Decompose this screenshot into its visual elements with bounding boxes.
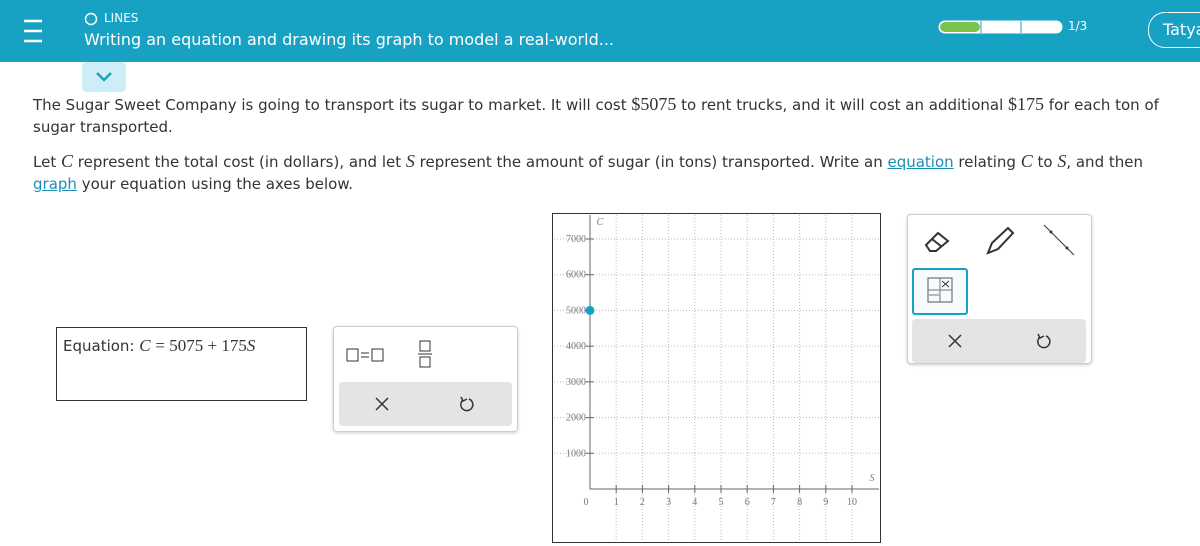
y-tick-label: 2000: [566, 413, 586, 424]
origin-label: 0: [584, 497, 589, 508]
expression: = 5075 + 175: [155, 336, 247, 355]
x-tick-label: 9: [823, 497, 828, 508]
y-tick-label: 7000: [566, 234, 586, 245]
x-tick-label: 4: [692, 497, 697, 508]
fraction-button[interactable]: [418, 339, 432, 369]
user-button[interactable]: Tatya: [1148, 12, 1200, 48]
text: your equation using the axes below.: [76, 175, 353, 193]
amount: $5075: [631, 94, 677, 114]
variable: S: [1057, 151, 1067, 171]
action-row: [339, 382, 512, 426]
x-axis-label: S: [870, 473, 875, 484]
clear-button[interactable]: [948, 334, 962, 348]
y-tick-label: 1000: [566, 448, 586, 459]
x-tick-label: 8: [797, 497, 802, 508]
variable: C: [139, 336, 151, 355]
text: for each ton of sugar transported.: [33, 96, 1159, 136]
text: represent the amount of sugar (in tons) …: [414, 153, 888, 171]
problem-text: The Sugar Sweet Company is going to tran…: [33, 93, 1183, 138]
variable: C: [1020, 151, 1033, 171]
amount: $175: [1008, 94, 1045, 114]
variable: S: [246, 336, 256, 355]
graph[interactable]: 1 2 3 4 5 6 7 8 9 10 1000 2000 3000 4000 5000 6000 7000 0…: [552, 213, 882, 544]
text: Let: [33, 153, 61, 171]
equation-input[interactable]: Equation: C = 5075 + 175S: [56, 327, 307, 401]
action-row: [912, 319, 1086, 363]
text: relating: [953, 153, 1021, 171]
progress-bar: [938, 20, 1063, 34]
pencil-tool[interactable]: [984, 225, 1016, 257]
x-tick-label: 5: [719, 497, 724, 508]
text: to: [1032, 153, 1058, 171]
variable: S: [405, 151, 415, 171]
grid-tool[interactable]: [912, 268, 968, 315]
variable: C: [60, 151, 73, 171]
undo-button[interactable]: [1036, 332, 1052, 350]
x-tick-label: 10: [847, 497, 857, 508]
instruction-text: Let C represent the total cost (in dolla…: [33, 150, 1188, 195]
undo-button[interactable]: [459, 395, 475, 413]
y-tick-label: 5000: [566, 305, 586, 316]
clear-button[interactable]: [375, 397, 389, 411]
point: [585, 305, 595, 315]
collapse-tab[interactable]: [82, 62, 126, 92]
x-tick-label: 1: [614, 497, 619, 508]
glossary-link[interactable]: equation: [887, 153, 954, 171]
x-tick-label: 7: [771, 497, 776, 508]
equation: Equation: C = 5075 + 175S: [63, 336, 255, 356]
text: , and then: [1066, 153, 1143, 171]
topic-title: Writing an equation and drawing its grap…: [84, 30, 614, 49]
section-name: LINES: [104, 11, 139, 25]
text: represent the total cost (in dollars), a…: [73, 153, 406, 171]
section-icon: [84, 12, 98, 26]
progress-text: 1/3: [1068, 19, 1088, 33]
equals-button[interactable]: [346, 345, 388, 365]
x-tick-label: 3: [666, 497, 671, 508]
header: LINES Writing an equation and drawing it…: [0, 0, 1200, 62]
label: Equation:: [63, 337, 135, 355]
y-tick-label: 3000: [566, 377, 586, 388]
x-tick-label: 6: [745, 497, 750, 508]
text: The Sugar Sweet Company is going to tran…: [33, 96, 632, 114]
y-axis-label: C: [597, 217, 604, 228]
menu-button[interactable]: [24, 19, 42, 43]
graph-tools: [907, 214, 1092, 364]
eraser-tool[interactable]: [922, 229, 952, 255]
y-tick-label: 6000: [566, 270, 586, 281]
keypad: [333, 326, 518, 432]
line-tool[interactable]: [1042, 223, 1076, 257]
x-tick-label: 2: [640, 497, 645, 508]
text: to rent trucks, and it will cost an addi…: [676, 96, 1009, 114]
y-tick-label: 4000: [566, 341, 586, 352]
glossary-link[interactable]: graph: [33, 175, 77, 193]
